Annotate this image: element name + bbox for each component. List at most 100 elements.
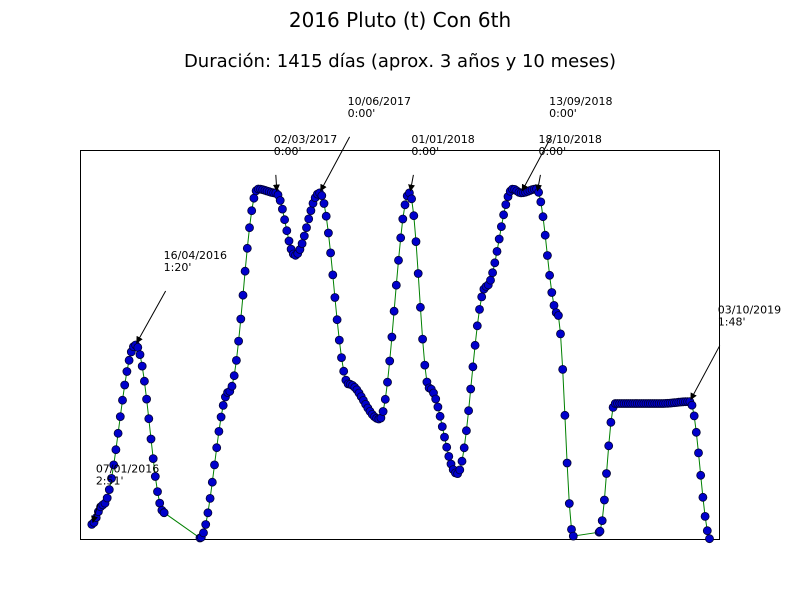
axes-frame [80,150,720,540]
data-point [694,448,703,458]
data-point [501,200,511,210]
data-point [477,292,487,302]
data-point [494,234,504,244]
data-point [212,443,222,453]
data-point [205,493,215,503]
data-point [199,528,208,538]
annotation-label: 0:00' [411,145,439,158]
data-point [420,360,430,370]
data-point [302,223,311,233]
data-point [229,371,239,381]
annotation-arrow [320,136,351,192]
data-point [120,380,130,390]
data-point [144,414,154,424]
data-point [113,428,123,438]
data-point [306,206,316,216]
data-point [133,342,143,352]
data-point [385,356,395,366]
data-point [207,477,217,487]
data-point [490,258,500,268]
data-point [545,270,554,280]
data-point [277,204,287,214]
data-point [299,231,309,241]
data-point [282,226,292,236]
data-point [236,314,246,324]
data-point [328,270,338,280]
data-point [218,400,228,410]
data-point [606,417,616,427]
data-point [159,508,169,518]
data-point [604,441,614,451]
data-point [700,512,710,521]
data-point [540,230,550,240]
annotation-label: 01/01/2018 [411,133,474,146]
data-point [150,472,160,481]
data-point [488,268,498,278]
data-point [536,197,546,207]
data-point [231,355,241,365]
data-point [124,355,134,365]
annotation-label: 16/04/2016 [164,249,227,262]
data-point [689,411,699,421]
data-point [554,311,563,320]
data-point [702,526,712,536]
data-point [431,394,441,404]
data-point [238,290,248,300]
chart-title: 2016 Pluto (t) Con 6th [288,8,512,32]
data-point [146,434,156,444]
data-point [459,443,469,453]
annotation-arrow [521,136,552,192]
data-point [556,329,565,339]
data-point [691,427,701,437]
data-point [234,336,244,346]
data-point [245,223,254,233]
series-markers [87,184,714,544]
data-point [543,251,552,260]
data-point [275,196,285,205]
data-point [155,498,165,508]
data-point [547,288,557,297]
data-point [486,275,495,285]
data-point [216,412,226,422]
annotation-arrow [690,345,721,401]
data-point [435,411,445,421]
data-point [466,384,476,394]
data-point [297,239,307,249]
data-point [118,395,127,405]
annotation-label: 0:00' [549,107,577,120]
data-point [153,487,162,497]
data-point [304,214,314,224]
data-point [201,520,211,529]
data-point [378,407,388,416]
annotation-label: 0:00' [274,145,302,158]
data-point [396,233,406,243]
data-point [464,406,474,416]
data-point [394,255,403,265]
data-point [210,460,219,470]
data-point [135,350,145,360]
data-point [383,377,392,387]
data-point [321,211,331,221]
data-point [442,442,452,452]
data-point [319,199,329,208]
annotation-label: 03/10/2019 [718,304,781,317]
data-point [602,469,611,478]
data-point [280,215,290,225]
data-point [461,426,471,436]
data-point [564,499,574,508]
annotation-arrow [535,174,543,192]
data-point [413,269,423,278]
annotation-label: 02/03/2017 [274,133,337,146]
annotation-label: 2:51' [96,474,124,487]
data-point [698,492,708,502]
data-point [398,214,408,224]
annotation-label: 07/01/2016 [96,462,159,475]
data-point [104,485,114,495]
data-point [568,531,578,541]
